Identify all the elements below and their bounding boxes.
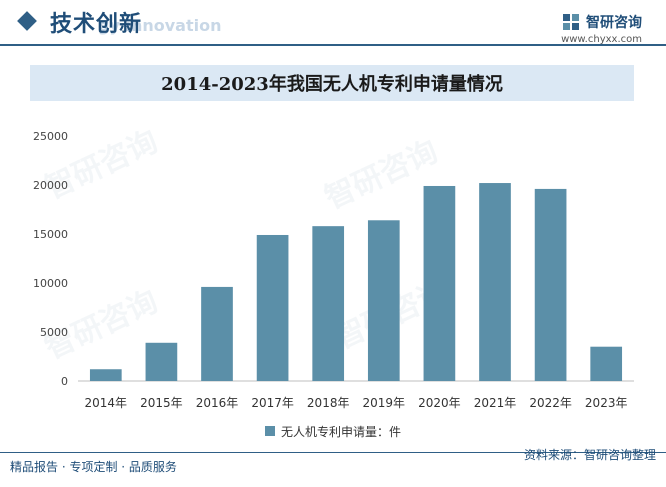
footer-tagline: 精品报告 · 专项定制 · 品质服务 <box>10 460 177 474</box>
x-tick-label: 2014年 <box>85 396 128 410</box>
bar <box>312 226 345 381</box>
legend-swatch <box>264 426 275 436</box>
chart-title-bar: 2014-2023年我国无人机专利申请量情况 <box>30 65 634 101</box>
brand-logo-icon <box>563 14 579 30</box>
header: gy innovation 技术创新 智研咨询 www.chyxx.com <box>0 0 666 46</box>
y-tick-label: 5000 <box>40 326 68 339</box>
section-subtitle: gy innovation <box>98 16 222 35</box>
footer-source: 资料来源：智研咨询整理 <box>523 448 656 462</box>
bar <box>367 220 400 381</box>
x-tick-label: 2019年 <box>363 396 406 410</box>
y-tick-label: 0 <box>61 375 68 388</box>
brand-name: 智研咨询 <box>586 15 642 31</box>
x-tick-label: 2023年 <box>585 396 628 410</box>
x-tick-label: 2017年 <box>251 396 294 410</box>
legend: 无人机专利申请量：件 <box>0 422 666 440</box>
brand: 智研咨询 <box>562 12 642 32</box>
footer-divider <box>0 452 666 453</box>
legend-label: 无人机专利申请量：件 <box>280 424 401 439</box>
x-tick-label: 2015年 <box>140 396 183 410</box>
section-title: 技术创新 <box>50 12 143 37</box>
bar-chart: 0 5000 10000 15000 20000 25000 2014年 2015年 2016年… <box>33 130 634 410</box>
y-tick-label: 15000 <box>33 228 68 241</box>
chart-title: 2014-2023年我国无人机专利申请量情况 <box>161 74 503 95</box>
bar <box>534 188 567 381</box>
bar <box>201 286 233 381</box>
bar <box>590 346 623 381</box>
bar <box>145 342 178 381</box>
x-tick-label: 2018年 <box>307 396 350 410</box>
x-tick-label: 2021年 <box>474 396 517 410</box>
y-tick-label: 20000 <box>33 179 68 192</box>
x-tick-label: 2020年 <box>418 396 461 410</box>
y-tick-label: 25000 <box>33 130 68 143</box>
bar <box>479 183 511 381</box>
bar <box>423 185 456 381</box>
header-divider <box>0 44 666 46</box>
y-tick-label: 10000 <box>33 277 68 290</box>
x-tick-label: 2022年 <box>529 396 572 410</box>
bar <box>89 369 122 381</box>
bar <box>256 234 289 381</box>
brand-url: www.chyxx.com <box>561 34 642 45</box>
x-tick-label: 2016年 <box>196 396 239 410</box>
diamond-icon <box>17 11 37 31</box>
